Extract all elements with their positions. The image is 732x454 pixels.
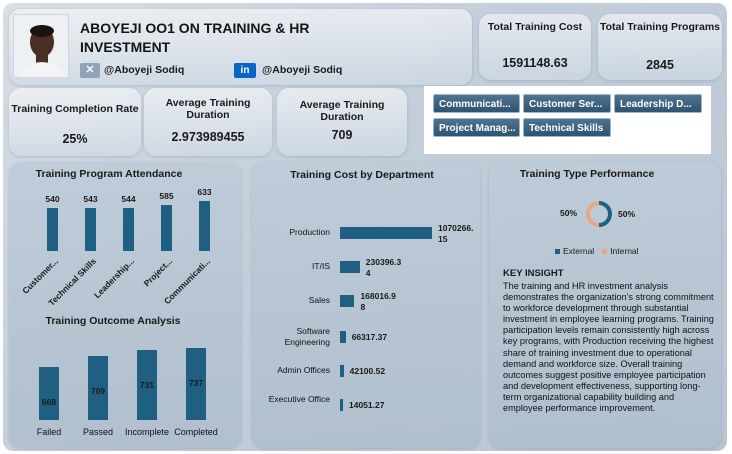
donut-slice-external [598, 201, 612, 227]
kpi-avg-duration-card-1: Average Training Duration 2.973989455 [144, 88, 272, 156]
cost-data-label: 42100.52 [349, 366, 386, 376]
outcome-data-label: 731 [139, 379, 155, 390]
kpi-total-cost-card: Total Training Cost 1591148.63 [479, 14, 591, 80]
cost-chart-card [252, 162, 480, 448]
cost-bar [340, 261, 360, 273]
page-title-line-1: ABOYEJI OO1 ON TRAINING & HR [80, 20, 310, 36]
insight-heading: KEY INSIGHT [503, 268, 564, 279]
attendance-data-label: 543 [83, 194, 98, 205]
donut-label-external: 50% [560, 208, 578, 218]
linkedin-handle: @Aboyeji Sodiq [262, 64, 343, 76]
cost-data-label: 168016.98 [360, 291, 396, 312]
outcome-data-label: 737 [188, 378, 204, 388]
kpi-total-programs-label: Total Training Programs [600, 21, 720, 33]
outcome-data-label: 668 [41, 396, 57, 407]
cost-category-label: Admin Offices [277, 365, 330, 375]
slicer-item-project-management[interactable]: Project Manag... [433, 118, 520, 137]
donut-slice-internal [586, 201, 600, 227]
kpi-total-cost-value: 1591148.63 [502, 56, 568, 70]
insight-body: The training and HR investment analysis … [503, 281, 714, 414]
cost-bar [340, 227, 432, 239]
outcome-category-label: Incomplete [124, 427, 170, 437]
cost-bar [340, 399, 343, 411]
page-title-line-2: INVESTMENT [80, 39, 171, 55]
kpi-total-programs-value: 2845 [646, 58, 674, 72]
twitter-link[interactable]: ✕ @Aboyeji Sodiq [80, 62, 184, 78]
kpi-avg-duration-card-2: Average Training Duration 709 [277, 88, 407, 156]
cost-category-label: Production [289, 227, 330, 237]
attendance-category-label: Project... [141, 256, 175, 289]
outcome-category-label: Passed [82, 427, 114, 437]
type-chart-title: Training Type Performance [519, 168, 655, 180]
legend-swatch-internal [602, 248, 608, 254]
cost-chart-title: Training Cost by Department [290, 169, 434, 181]
cost-bar [340, 295, 355, 307]
outcome-bar [186, 348, 206, 420]
attendance-bar [47, 208, 58, 251]
type-donut [586, 201, 612, 227]
type-chart: 50% 50% External Internal [550, 195, 650, 265]
training-type-slicer: Communicati... Customer Ser... Leadershi… [424, 86, 711, 154]
outcome-data-label: 709 [90, 385, 106, 396]
cost-bar [340, 365, 344, 377]
kpi-avg-duration-value-2: 709 [331, 128, 353, 142]
slicer-item-customer-service[interactable]: Customer Ser... [523, 94, 611, 113]
attendance-chart: 540 Customer... 543 Technical Skills 544 Lead… [9, 180, 241, 310]
kpi-avg-duration-value-1: 2.973989455 [171, 130, 245, 144]
kpi-avg-duration-label-2: Average Training Duration [299, 99, 385, 123]
attendance-chart-title: Training Program Attendance [35, 168, 183, 180]
kpi-completion-card: Training Completion Rate 25% [9, 88, 141, 156]
cost-data-label: 14051.27 [349, 400, 385, 410]
kpi-total-cost-label: Total Training Cost [487, 21, 583, 33]
linkedin-link[interactable]: in @Aboyeji Sodiq [234, 62, 342, 78]
outcome-bar [88, 355, 108, 420]
twitter-x-icon: ✕ [80, 62, 100, 78]
cost-category-label: Executive Office [268, 394, 330, 404]
slicer-item-communication[interactable]: Communicati... [433, 94, 520, 113]
attendance-bar [161, 204, 172, 251]
kpi-completion-value: 25% [62, 132, 88, 146]
outcome-category-label: Completed [174, 427, 218, 437]
attendance-data-label: 633 [197, 187, 212, 197]
attendance-data-label: 544 [121, 194, 136, 205]
kpi-completion-label: Training Completion Rate [11, 103, 139, 115]
attendance-bar [123, 208, 134, 251]
donut-label-internal: 50% [618, 209, 636, 219]
cost-chart: Production 1070266.15 IT/IS 230396.34 Sales 1… [252, 215, 480, 415]
slicer-item-leadership[interactable]: Leadership D... [614, 94, 702, 113]
attendance-bar [199, 201, 210, 251]
avatar [13, 14, 69, 78]
kpi-avg-duration-label-1: Average Training Duration [165, 97, 251, 121]
attendance-bar [85, 208, 96, 251]
attendance-data-label: 585 [159, 190, 174, 201]
outcome-chart: 668 Failed 709 Passed 731 Incomplete 737 Comple… [9, 330, 241, 445]
legend-swatch-external [555, 248, 560, 254]
cost-data-label: 230396.34 [365, 257, 402, 278]
cost-category-label: Software Engineering [284, 326, 330, 347]
outcome-chart-title: Training Outcome Analysis [45, 315, 181, 327]
slicer-item-technical-skills[interactable]: Technical Skills [523, 118, 611, 137]
type-legend: External Internal [555, 246, 639, 256]
legend-label-external: External [563, 246, 595, 256]
cost-data-label: 66317.37 [351, 332, 388, 342]
type-performance-card [489, 162, 721, 448]
cost-data-label: 1070266.15 [438, 223, 474, 244]
cost-category-label: IT/IS [312, 261, 330, 271]
page-title: ABOYEJI OO1 ON TRAINING & HR INVESTMENT [80, 19, 309, 57]
cost-bar [340, 331, 346, 343]
attendance-category-label: Customer... [20, 256, 61, 296]
attendance-data-label: 540 [45, 194, 60, 205]
outcome-category-label: Failed [36, 427, 62, 437]
kpi-total-programs-card: Total Training Programs 2845 [598, 14, 722, 80]
linkedin-icon: in [234, 62, 256, 78]
cost-category-label: Sales [308, 295, 330, 305]
twitter-handle: @Aboyeji Sodiq [104, 64, 185, 76]
legend-label-internal: Internal [610, 246, 639, 256]
outcome-bar [39, 366, 59, 420]
outcome-bar [137, 349, 157, 420]
